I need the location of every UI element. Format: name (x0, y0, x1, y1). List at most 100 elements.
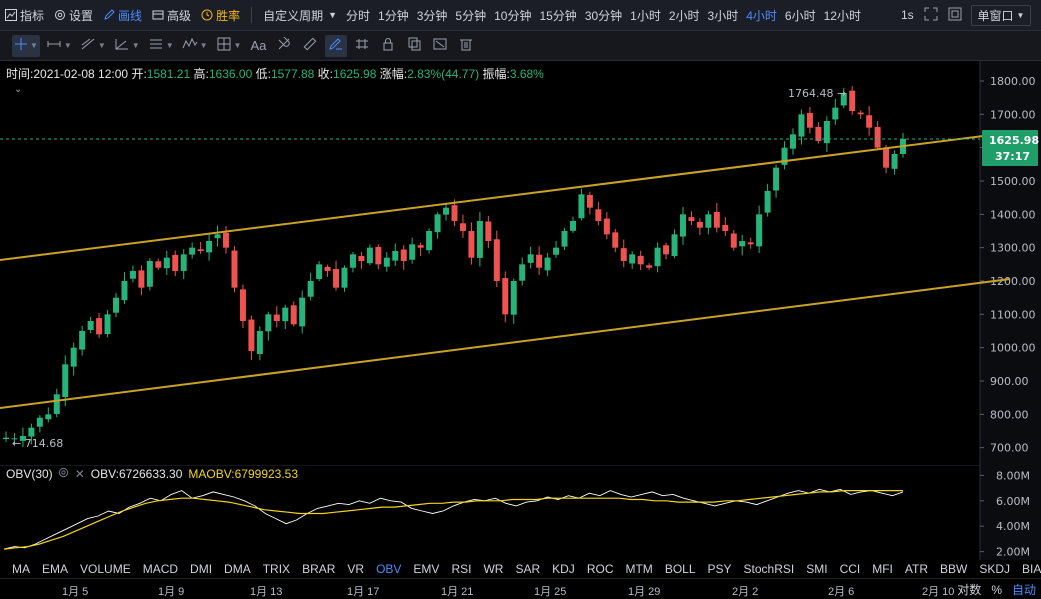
draw-label: 画线 (118, 8, 143, 23)
indicator-tab-stochrsi[interactable]: StochRSI (743, 562, 795, 576)
lock-tool[interactable] (377, 35, 399, 57)
indicator-tab-wr[interactable]: WR (483, 562, 504, 576)
link-tool[interactable] (351, 35, 373, 57)
indicator-tab-dmi[interactable]: DMI (190, 562, 213, 576)
period-2[interactable]: 3分钟 (416, 8, 448, 23)
draw-button[interactable]: 画线 (98, 0, 147, 31)
indicator-tab-rsi[interactable]: RSI (451, 562, 472, 576)
period-12[interactable]: 12小时 (823, 8, 861, 23)
high-label: 高: (193, 67, 209, 81)
candle-body (265, 314, 272, 332)
indicator-tab-volume[interactable]: VOLUME (80, 562, 131, 576)
candle-body (553, 247, 560, 255)
indicator-tab-atr[interactable]: ATR (904, 562, 929, 576)
indicator-tab-psy[interactable]: PSY (707, 562, 732, 576)
period-7[interactable]: 1小时 (630, 8, 661, 23)
close-icon[interactable]: ✕ (74, 467, 85, 481)
indicators-button[interactable]: 指标 (0, 0, 49, 31)
log-scale-button[interactable]: 对数 (957, 583, 982, 597)
horizontal-line-tool[interactable]: ▼ (44, 35, 74, 57)
time-tick-label: 2月 10 (922, 586, 955, 598)
time-tick-label: 1月 9 (158, 586, 185, 598)
indicator-tab-bias[interactable]: BIAS (1022, 562, 1041, 576)
candle-body (476, 221, 483, 258)
price-chart[interactable]: 700.00 800.00 900.00 1000.00 1100.00 1200.00 1… (0, 61, 1041, 465)
indicator-tab-emv[interactable]: EMV (413, 562, 440, 576)
angle-tool[interactable]: ▼ (112, 35, 142, 57)
magnet-tool[interactable] (273, 35, 295, 57)
indicator-tab-mfi[interactable]: MFI (872, 562, 893, 576)
period-4[interactable]: 10分钟 (494, 8, 532, 23)
indicator-tab-macd[interactable]: MACD (142, 562, 179, 576)
auto-scale-button[interactable]: 自动 (1011, 583, 1036, 597)
trendline-tool[interactable]: ▼ (78, 35, 108, 57)
time-tick-label: 1月 29 (628, 586, 661, 598)
winrate-button[interactable]: 胜率 (196, 0, 245, 31)
top-bar: 指标 设置 画线 高级 胜率 自定义周期 ▼ 分时 1分钟 3分钟 5分钟 10分钟 15… (0, 0, 1041, 31)
candle-body (722, 224, 729, 231)
price-tick-label: 1200.00 (990, 275, 1036, 288)
delete-tool[interactable] (455, 35, 477, 57)
indicator-tab-obv[interactable]: OBV (376, 562, 402, 576)
hide-tool[interactable] (429, 35, 451, 57)
period-5[interactable]: 15分钟 (539, 8, 577, 23)
open-label: 开: (131, 67, 147, 81)
candle-body (426, 231, 433, 251)
indicator-tab-brar[interactable]: BRAR (302, 562, 336, 576)
camera-icon[interactable] (948, 7, 962, 21)
period-1[interactable]: 1分钟 (378, 8, 409, 23)
indicator-tab-kdj[interactable]: KDJ (552, 562, 575, 576)
settings-button[interactable]: 设置 (49, 0, 98, 31)
ruler-tool[interactable] (299, 35, 321, 57)
obv-chart[interactable]: 2.00M 4.00M 6.00M 8.00M (0, 465, 1041, 560)
candle-body (629, 254, 636, 264)
period-6[interactable]: 30分钟 (584, 8, 623, 23)
indicator-tab-ma[interactable]: MA (12, 562, 30, 576)
period-0[interactable]: 分时 (346, 8, 371, 23)
scale-options: 对数 % 自动 (952, 579, 1041, 599)
fullscreen-icon[interactable] (924, 7, 938, 21)
indicator-tab-trix[interactable]: TRIX (262, 562, 291, 576)
fib-tool[interactable]: ▼ (146, 35, 176, 57)
change-label: 涨幅: (379, 67, 408, 81)
indicator-tab-roc[interactable]: ROC (586, 562, 614, 576)
collapse-chevron-icon[interactable]: ⌄ (14, 84, 23, 95)
period-3[interactable]: 5分钟 (455, 8, 487, 23)
indicator-tab-vr[interactable]: VR (347, 562, 365, 576)
period-9[interactable]: 3小时 (707, 8, 739, 23)
caret-down-icon: ▼ (165, 41, 174, 50)
wave-tool[interactable]: ▼ (180, 35, 210, 57)
period-11[interactable]: 6小时 (784, 8, 816, 23)
indicator-tab-bbw[interactable]: BBW (940, 562, 968, 576)
price-tick-label: 800.00 (990, 408, 1029, 421)
horizontal-segment-icon (46, 37, 62, 54)
measure-tool[interactable]: ▼ (214, 35, 244, 57)
candle-body (806, 112, 813, 128)
crosshair-tool[interactable]: ▼ (12, 34, 40, 57)
advanced-button[interactable]: 高级 (147, 0, 196, 31)
indicator-tab-smi[interactable]: SMI (806, 562, 828, 576)
indicator-tab-skdj[interactable]: SKDJ (979, 562, 1011, 576)
text-tool[interactable]: Aa (247, 35, 269, 57)
period-8[interactable]: 2小时 (668, 8, 700, 23)
single-window-dropdown[interactable]: 单窗口 ▼ (971, 5, 1031, 26)
candle-body (316, 264, 323, 280)
copy-tool[interactable] (403, 35, 425, 57)
indicator-tab-dma[interactable]: DMA (224, 562, 251, 576)
candle-body (375, 246, 382, 265)
period-10[interactable]: 4小时 (746, 8, 777, 23)
seconds-button[interactable]: 1s (896, 0, 919, 31)
indicator-tab-cci[interactable]: CCI (839, 562, 861, 576)
settings-icon[interactable] (58, 467, 69, 481)
wave-icon (182, 37, 198, 54)
indicator-tab-mtm[interactable]: MTM (625, 562, 653, 576)
candle-body (163, 257, 170, 269)
candle-body (299, 297, 306, 327)
indicator-tab-boll[interactable]: BOLL (664, 562, 696, 576)
indicator-tab-ema[interactable]: EMA (42, 562, 69, 576)
percent-scale-button[interactable]: % (991, 582, 1002, 597)
custom-period-dropdown[interactable]: 自定义周期 ▼ (258, 0, 342, 31)
indicator-tab-sar[interactable]: SAR (515, 562, 541, 576)
time-tick-label: 1月 21 (441, 586, 474, 598)
drawing-mode-tool[interactable] (325, 34, 348, 57)
